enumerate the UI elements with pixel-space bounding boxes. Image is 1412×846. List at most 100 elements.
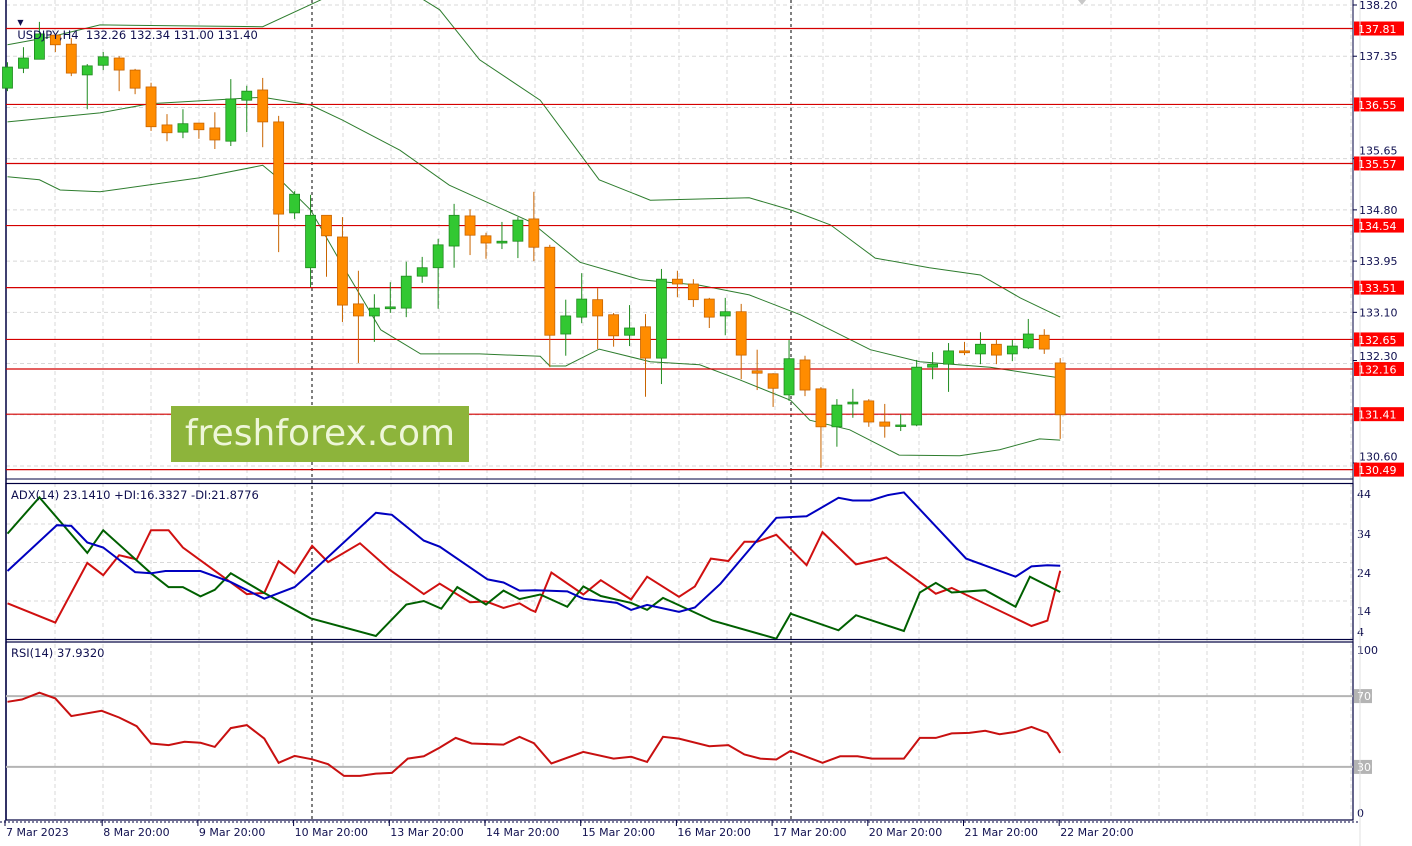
candle-bear[interactable] xyxy=(145,82,157,131)
time-tick-label: 17 Mar 20:00 xyxy=(773,826,846,839)
candle-bear[interactable] xyxy=(257,77,269,148)
candle-bull[interactable] xyxy=(1006,340,1018,362)
candle-body xyxy=(544,246,556,336)
candle-bull[interactable] xyxy=(783,340,795,401)
rsi-header: RSI(14) 37.9320 xyxy=(11,646,105,660)
candle-bear[interactable] xyxy=(879,403,891,438)
level-price-label: 137.81 xyxy=(1358,23,1397,36)
candle-bull[interactable] xyxy=(305,194,316,288)
candle-bull[interactable] xyxy=(2,62,13,92)
candle-bull[interactable] xyxy=(719,297,731,336)
candle-bull[interactable] xyxy=(943,343,954,392)
candle-bull[interactable] xyxy=(416,256,428,283)
candle-body xyxy=(18,57,29,69)
candle-bear[interactable] xyxy=(464,209,476,256)
candle-bear[interactable] xyxy=(1054,358,1066,439)
candle-bear[interactable] xyxy=(751,349,763,391)
time-tick-label: 13 Mar 20:00 xyxy=(390,826,463,839)
candle-bear[interactable] xyxy=(592,288,604,350)
candle-bear[interactable] xyxy=(49,33,61,53)
candle-body xyxy=(400,275,412,309)
candle-body xyxy=(289,193,301,214)
freshforex-watermark-logo: freshforex.com xyxy=(171,406,469,462)
candle-bear[interactable] xyxy=(863,399,875,427)
candle-bull[interactable] xyxy=(34,21,45,60)
candle-bear[interactable] xyxy=(608,312,619,347)
time-tick-label: 8 Mar 20:00 xyxy=(103,826,169,839)
price-tick-label: 135.65 xyxy=(1359,144,1398,157)
candle-body xyxy=(145,86,157,128)
level-price-label: 132.65 xyxy=(1358,334,1397,347)
candle-body xyxy=(1054,362,1066,416)
candle-bear[interactable] xyxy=(815,387,827,468)
candle-bull[interactable] xyxy=(975,332,986,365)
level-price-badge xyxy=(1354,407,1404,422)
candle-bull[interactable] xyxy=(225,79,237,147)
candle-bear[interactable] xyxy=(337,217,348,322)
candle-bear[interactable] xyxy=(959,341,970,356)
candle-body xyxy=(1006,345,1018,355)
candle-bear[interactable] xyxy=(65,38,77,77)
candle-bull[interactable] xyxy=(368,294,380,342)
candle-bear[interactable] xyxy=(799,355,811,397)
candle-bear[interactable] xyxy=(767,373,779,407)
candle-body xyxy=(608,314,619,337)
level-price-badge xyxy=(1354,280,1404,295)
candle-bear[interactable] xyxy=(528,191,540,262)
plus-di-line xyxy=(6,495,1061,639)
candle-bear[interactable] xyxy=(193,122,205,139)
candle-bull[interactable] xyxy=(400,261,412,318)
candle-body xyxy=(879,421,891,427)
candle-body xyxy=(65,43,77,74)
candle-bear[interactable] xyxy=(687,279,699,307)
candle-bull[interactable] xyxy=(448,203,460,268)
candle-bear[interactable] xyxy=(113,56,125,92)
candle-bear[interactable] xyxy=(480,232,492,259)
candle-bear[interactable] xyxy=(273,115,285,253)
level-price-badge xyxy=(1354,332,1404,347)
candle-body xyxy=(1038,334,1050,350)
candle-bull[interactable] xyxy=(656,268,667,385)
rsi-level-badge xyxy=(1354,689,1372,704)
candle-bull[interactable] xyxy=(177,109,189,139)
price-tick-label: 138.20 xyxy=(1359,0,1398,12)
candle-bull[interactable] xyxy=(895,414,907,432)
candle-bear[interactable] xyxy=(672,270,683,298)
candle-bear[interactable] xyxy=(735,303,747,380)
candle-bull[interactable] xyxy=(97,52,109,71)
candle-bull[interactable] xyxy=(432,238,444,309)
candle-bull[interactable] xyxy=(847,388,859,418)
candle-bear[interactable] xyxy=(703,297,715,328)
price-scale-area xyxy=(1360,0,1412,846)
candle-bear[interactable] xyxy=(991,340,1002,365)
symbol-dropdown-icon[interactable]: ▼ xyxy=(17,18,24,27)
candle-bull[interactable] xyxy=(81,64,93,110)
candle-bear[interactable] xyxy=(209,112,221,150)
candle-bear[interactable] xyxy=(129,68,141,95)
candle-bull[interactable] xyxy=(241,85,253,133)
candle-bull[interactable] xyxy=(289,191,301,219)
candle-bear[interactable] xyxy=(352,270,364,363)
candle-bear[interactable] xyxy=(1038,329,1050,354)
chart-shift-marker-icon[interactable] xyxy=(1078,0,1086,5)
candle-bear[interactable] xyxy=(161,114,173,142)
candle-bull[interactable] xyxy=(1022,318,1034,350)
candle-bear[interactable] xyxy=(321,214,332,277)
candle-bull[interactable] xyxy=(831,399,843,447)
candle-bull[interactable] xyxy=(18,47,29,74)
adx-panel-border xyxy=(5,482,1354,641)
level-price-label: 133.51 xyxy=(1358,282,1397,295)
candle-bull[interactable] xyxy=(624,305,635,347)
candle-bull[interactable] xyxy=(911,359,923,427)
candle-body xyxy=(799,359,811,391)
candle-bull[interactable] xyxy=(576,273,588,324)
candle-bear[interactable] xyxy=(640,314,651,397)
candle-bull[interactable] xyxy=(560,299,572,356)
candle-bear[interactable] xyxy=(544,244,556,368)
candle-bull[interactable] xyxy=(496,221,508,250)
level-price-badge xyxy=(1354,21,1404,36)
candle-bull[interactable] xyxy=(384,282,396,313)
candle-bull[interactable] xyxy=(512,217,524,259)
candle-bull[interactable] xyxy=(927,352,938,380)
